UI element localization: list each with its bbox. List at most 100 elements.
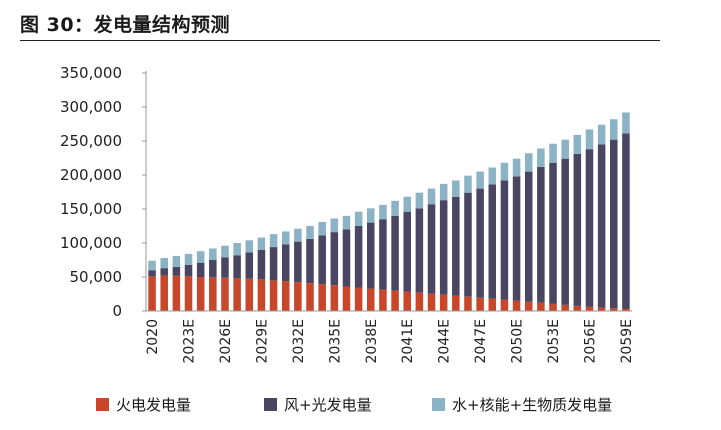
legend-item-wind-solar: 风+光发电量 xyxy=(264,394,432,415)
bar-segment-wind-solar-2045E xyxy=(452,196,460,296)
x-tick-label: 2026E xyxy=(218,319,234,363)
bar-segment-wind-solar-2039E xyxy=(379,219,387,290)
x-tick-label: 2032E xyxy=(291,319,307,363)
bar-segment-hydro-nuclear-bio-2040E xyxy=(391,200,399,216)
x-tick-label: 2038E xyxy=(364,319,380,363)
bar-segment-hydro-nuclear-bio-2051E xyxy=(524,153,533,172)
bar-segment-thermal-2052E xyxy=(537,302,545,311)
bar-segment-hydro-nuclear-bio-2037E xyxy=(354,211,363,226)
bar-segment-thermal-2029E xyxy=(257,279,266,311)
bar-segment-thermal-2045E xyxy=(452,295,460,311)
bar-segment-hydro-nuclear-bio-2039E xyxy=(379,204,387,220)
y-tick-label: 100,000 xyxy=(60,234,122,252)
bar-segment-thermal-2020 xyxy=(148,276,156,311)
bar-segment-wind-solar-2041E xyxy=(403,211,411,292)
title-underline xyxy=(20,40,660,41)
bar-segment-thermal-2030E xyxy=(269,280,278,311)
bar-segment-thermal-2032E xyxy=(294,282,302,311)
bar-segment-hydro-nuclear-bio-2023E xyxy=(184,253,193,265)
bar-segment-wind-solar-2054E xyxy=(561,158,569,305)
y-axis: 350,000 300,000 250,000 200,000 150,000 100,0… xyxy=(60,64,147,320)
bar-segment-wind-solar-2058E xyxy=(610,139,618,309)
bar-segment-hydro-nuclear-bio-2024E xyxy=(196,251,205,263)
bar-segment-wind-solar-2035E xyxy=(330,232,339,286)
bar-segment-hydro-nuclear-bio-2057E xyxy=(597,124,606,145)
bar-segment-wind-solar-2027E xyxy=(233,255,241,279)
bar-segment-wind-solar-2046E xyxy=(464,192,472,297)
bar-segment-hydro-nuclear-bio-2056E xyxy=(585,129,594,150)
bar-segment-hydro-nuclear-bio-2036E xyxy=(342,215,351,230)
bar-segment-wind-solar-2056E xyxy=(585,149,594,307)
y-tick-label: 50,000 xyxy=(70,268,123,286)
bar-segment-thermal-2023E xyxy=(184,276,193,311)
bar-segment-wind-solar-2044E xyxy=(439,200,448,295)
bar-segment-hydro-nuclear-bio-2030E xyxy=(269,234,278,248)
y-tick-label: 0 xyxy=(112,302,122,320)
bar-segment-thermal-2026E xyxy=(221,277,229,311)
bar-segment-wind-solar-2022E xyxy=(172,266,181,276)
bar-segment-wind-solar-2021E xyxy=(160,268,168,276)
bar-segment-thermal-2035E xyxy=(330,285,339,311)
x-tick-label: 2023E xyxy=(182,319,198,363)
bar-segment-hydro-nuclear-bio-2050E xyxy=(512,158,521,177)
bar-segment-thermal-2025E xyxy=(209,277,217,311)
bar-segment-hydro-nuclear-bio-2059E xyxy=(622,112,630,134)
bars xyxy=(148,112,630,311)
x-tick-label: 2029E xyxy=(254,319,270,363)
bar-segment-thermal-2053E xyxy=(549,303,557,311)
bar-segment-hydro-nuclear-bio-2028E xyxy=(245,240,254,253)
bar-segment-thermal-2050E xyxy=(512,300,521,311)
bar-segment-hydro-nuclear-bio-2058E xyxy=(610,119,618,140)
bar-segment-hydro-nuclear-bio-2042E xyxy=(415,192,424,209)
bar-segment-wind-solar-2032E xyxy=(294,241,302,283)
bar-segment-wind-solar-2026E xyxy=(221,257,229,278)
bar-segment-wind-solar-2050E xyxy=(512,176,521,301)
legend: 火电发电量 风+光发电量 水+核能+生物质发电量 xyxy=(96,394,612,415)
bar-segment-wind-solar-2034E xyxy=(318,235,326,285)
bar-segment-wind-solar-2040E xyxy=(391,215,399,291)
bar-segment-thermal-2039E xyxy=(379,289,387,311)
bar-segment-thermal-2044E xyxy=(439,294,448,311)
bar-segment-thermal-2021E xyxy=(160,275,168,311)
bar-segment-wind-solar-2038E xyxy=(367,222,375,289)
y-tick-label: 350,000 xyxy=(60,64,122,82)
x-tick-label: 2035E xyxy=(327,319,343,363)
bar-segment-wind-solar-2029E xyxy=(257,249,266,280)
bar-segment-wind-solar-2024E xyxy=(196,262,205,277)
bar-segment-hydro-nuclear-bio-2046E xyxy=(464,175,472,193)
bar-segment-hydro-nuclear-bio-2041E xyxy=(403,196,411,212)
bar-segment-wind-solar-2033E xyxy=(306,238,314,284)
x-tick-label: 2050E xyxy=(510,319,526,363)
bar-segment-hydro-nuclear-bio-2021E xyxy=(160,257,168,269)
bar-segment-hydro-nuclear-bio-2022E xyxy=(172,255,181,267)
bar-segment-wind-solar-2030E xyxy=(269,247,278,281)
stacked-bar-chart: 350,000 300,000 250,000 200,000 150,000 100,0… xyxy=(60,64,635,363)
bar-segment-thermal-2046E xyxy=(464,296,472,311)
bar-segment-thermal-2059E xyxy=(622,308,630,311)
bar-segment-hydro-nuclear-bio-2026E xyxy=(221,245,229,258)
bar-segment-hydro-nuclear-bio-2035E xyxy=(330,218,339,233)
y-tick-label: 250,000 xyxy=(60,132,122,150)
x-tick-label: 2056E xyxy=(582,319,598,363)
bar-segment-wind-solar-2043E xyxy=(427,204,436,294)
bar-segment-hydro-nuclear-bio-2054E xyxy=(561,139,569,159)
bar-segment-thermal-2027E xyxy=(233,278,241,311)
bar-segment-thermal-2056E xyxy=(585,306,594,311)
bar-segment-hydro-nuclear-bio-2043E xyxy=(427,188,436,205)
bar-segment-wind-solar-2055E xyxy=(573,153,582,306)
legend-item-hydro-nuclear-bio: 水+核能+生物质发电量 xyxy=(432,394,612,415)
bar-segment-wind-solar-2023E xyxy=(184,264,193,277)
bar-segment-thermal-2043E xyxy=(427,293,436,311)
bar-segment-wind-solar-2031E xyxy=(281,244,290,282)
bar-segment-hydro-nuclear-bio-2048E xyxy=(488,167,497,185)
legend-swatch-hydro-nuclear-bio xyxy=(432,398,445,411)
bar-segment-thermal-2049E xyxy=(500,299,509,311)
bar-segment-hydro-nuclear-bio-2031E xyxy=(281,231,290,245)
bar-segment-hydro-nuclear-bio-2044E xyxy=(439,183,448,201)
bar-segment-hydro-nuclear-bio-2047E xyxy=(476,171,484,189)
bar-segment-thermal-2054E xyxy=(561,304,569,311)
legend-swatch-wind-solar xyxy=(264,398,277,411)
bar-segment-thermal-2047E xyxy=(476,297,484,311)
bar-segment-thermal-2024E xyxy=(196,277,205,311)
bar-segment-thermal-2038E xyxy=(367,288,375,311)
